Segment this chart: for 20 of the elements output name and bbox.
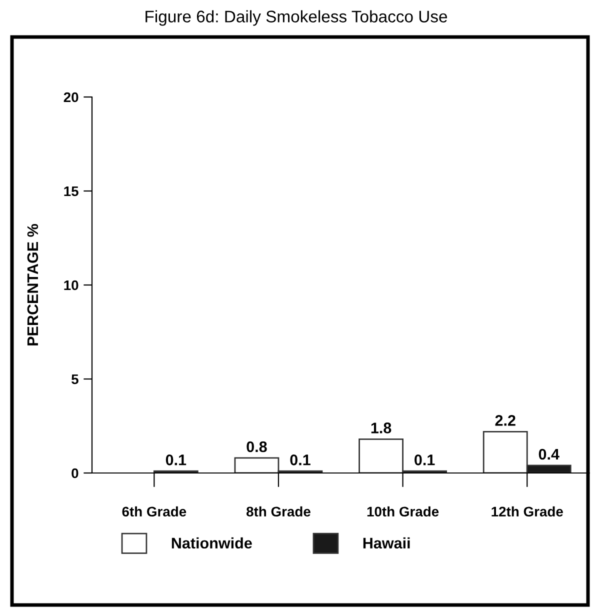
legend-label: Nationwide <box>172 537 252 549</box>
legend-label: Hawaii <box>363 537 410 549</box>
data-label: 0.1 <box>166 454 186 466</box>
data-label: 1.8 <box>371 422 392 434</box>
chart-title: Figure 6d: Daily Smokeless Tobacco Use <box>146 10 448 26</box>
x-tick-label: 8th Grade <box>246 506 310 517</box>
y-tick-label: 15 <box>64 186 78 196</box>
y-tick-label: 10 <box>64 280 78 290</box>
data-label: 0.4 <box>538 448 560 460</box>
x-tick-label: 10th Grade <box>367 506 439 517</box>
y-tick-label: 20 <box>64 92 78 102</box>
y-tick-label: 0 <box>72 468 78 478</box>
data-label: 0.1 <box>290 454 310 466</box>
data-label: 0.1 <box>414 454 435 466</box>
data-label: 0.8 <box>246 441 267 452</box>
y-tick-label: 5 <box>72 374 78 384</box>
data-label: 2.2 <box>495 415 516 426</box>
y-axis-title: PERCENTAGE % <box>27 224 38 346</box>
x-tick-label: 12th Grade <box>492 506 563 517</box>
x-tick-label: 6th Grade <box>122 506 186 517</box>
